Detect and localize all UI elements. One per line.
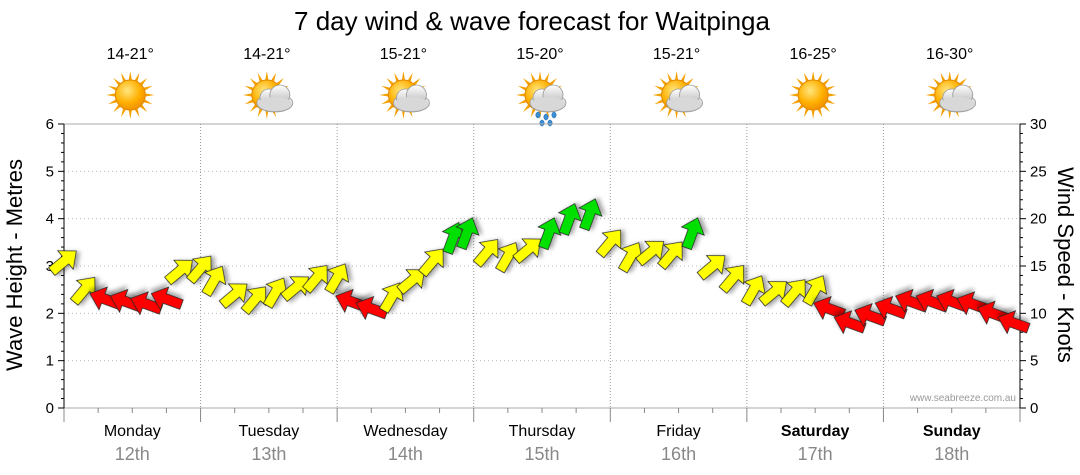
wind-arrow: [418, 248, 444, 278]
day-name: Monday: [104, 423, 161, 440]
wind-arrow: [185, 255, 212, 285]
wind-arrow: [262, 277, 288, 309]
day-date: 13th: [251, 444, 286, 464]
wind-arrow: [680, 217, 705, 251]
y2-tick-label: 5: [1030, 353, 1038, 370]
wind-arrow: [813, 295, 847, 321]
day-labels: Monday 12th Tuesday 13th Wednesday 14th Thursd…: [104, 423, 981, 464]
wind-arrows: [47, 198, 1031, 335]
sun-icon: [106, 71, 155, 119]
temp-range: 15-21°: [380, 46, 427, 63]
wind-arrow: [537, 217, 562, 251]
y2-tick-label: 15: [1030, 258, 1047, 275]
day-name: Wednesday: [363, 423, 447, 440]
y-tick-label: 5: [46, 163, 54, 180]
temp-range: 14-21°: [243, 46, 290, 63]
day-date: 12th: [115, 444, 150, 464]
wind-arrow: [657, 241, 683, 271]
partly-cloudy-icon: [652, 71, 703, 119]
temp-range: 15-20°: [516, 46, 563, 63]
y2-tick-label: 0: [1030, 400, 1038, 417]
weather-row: 14-21° 14-21° 15-21° 15-20° 15-21° 16-25° 16-3…: [106, 46, 977, 127]
temp-range: 16-30°: [926, 46, 973, 63]
y-tick-label: 1: [46, 353, 54, 370]
wind-arrow: [758, 281, 787, 307]
wind-arrow: [997, 310, 1031, 335]
y-tick-label: 0: [46, 400, 54, 417]
wind-arrow: [69, 276, 96, 306]
rain-icon: [516, 71, 567, 127]
wind-arrow: [201, 265, 227, 298]
wind-arrow: [780, 279, 806, 309]
y-axis-title: Wave Height - Metres: [2, 159, 27, 371]
wind-arrow: [740, 275, 766, 307]
day-date: 17th: [798, 444, 833, 464]
sun-icon: [789, 71, 838, 119]
wind-arrow: [455, 217, 480, 251]
wind-arrow: [164, 259, 193, 286]
right-axis: 0 5 10 15 20 25 30: [1019, 116, 1047, 417]
partly-cloudy-icon: [925, 71, 977, 119]
wind-arrow: [240, 286, 267, 316]
temp-range: 15-21°: [653, 46, 700, 63]
wind-arrow: [512, 238, 542, 265]
day-name: Thursday: [509, 423, 576, 440]
y-tick-label: 2: [46, 305, 54, 322]
wind-arrow: [578, 198, 603, 232]
wind-arrow: [557, 203, 582, 236]
temp-range: 16-25°: [789, 46, 836, 63]
wind-arrow: [595, 229, 622, 259]
wind-arrow: [396, 269, 426, 295]
day-date: 16th: [661, 444, 696, 464]
credit-text: www.seabreeze.com.au: [909, 393, 1016, 404]
wind-arrow: [218, 283, 248, 310]
y2-tick-label: 10: [1030, 305, 1047, 322]
y2-axis-title: Wind Speed - Knots: [1053, 167, 1078, 363]
day-name: Friday: [656, 423, 700, 440]
y-tick-label: 4: [46, 211, 54, 228]
wind-arrow: [617, 242, 643, 274]
partly-cloudy-icon: [242, 71, 294, 119]
day-name: Saturday: [781, 423, 850, 440]
temp-range: 14-21°: [107, 46, 154, 63]
wind-arrow: [696, 255, 726, 281]
day-date: 14th: [388, 444, 423, 464]
wind-arrow: [802, 275, 828, 307]
wind-arrow: [635, 240, 665, 267]
wind-arrow: [47, 250, 77, 276]
chart-title: 7 day wind & wave forecast for Waitpinga: [294, 6, 770, 36]
wind-arrow: [718, 265, 745, 294]
day-name: Sunday: [923, 423, 981, 440]
y2-tick-label: 25: [1030, 163, 1047, 180]
wind-arrow: [302, 265, 328, 294]
y2-tick-label: 30: [1030, 116, 1047, 133]
day-name: Tuesday: [238, 423, 299, 440]
y2-tick-label: 20: [1030, 211, 1047, 228]
day-date: 15th: [524, 444, 559, 464]
y-tick-label: 6: [46, 116, 54, 133]
wind-arrow: [324, 263, 350, 295]
partly-cloudy-icon: [379, 71, 430, 119]
day-date: 18th: [934, 444, 969, 464]
wind-arrow: [150, 286, 184, 311]
